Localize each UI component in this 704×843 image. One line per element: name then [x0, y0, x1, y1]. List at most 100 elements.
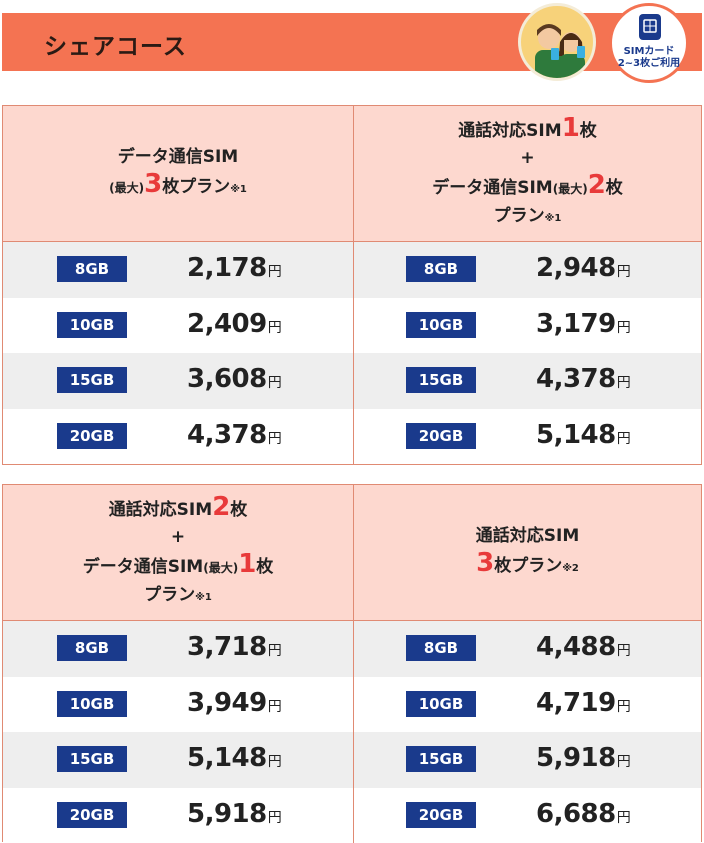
plan-note: ※2 [562, 563, 579, 574]
plan-header-data-3: データ通信SIM (最大)3枚プラン※1 [3, 106, 353, 241]
plan-small-text: (最大) [203, 561, 239, 575]
price: 6,688円 [536, 798, 631, 834]
gb-label: 10GB [406, 311, 476, 338]
column-divider [353, 353, 354, 409]
plan-count: 1 [561, 113, 580, 143]
yen-unit: 円 [616, 375, 631, 391]
yen-unit: 円 [267, 698, 282, 715]
plan-text: 枚 [579, 121, 597, 141]
section-header: シェアコース [2, 13, 702, 71]
price: 5,148円 [536, 419, 631, 455]
price-value: 2,409 [187, 308, 267, 339]
table-row: 8GB 3,718円 8GB 4,488円 [3, 621, 701, 677]
yen-unit: 円 [616, 319, 631, 336]
price-table-1: データ通信SIM (最大)3枚プラン※1 通話対応SIM1枚 + データ通信SI… [2, 105, 702, 465]
plan-header-voice-3: 通話対応SIM 3枚プラン※2 [353, 485, 701, 620]
gb-label: 8GB [57, 635, 127, 661]
yen-unit: 円 [616, 430, 631, 447]
plan-count: 3 [476, 548, 495, 578]
gb-label: 15GB [406, 746, 476, 772]
column-divider [353, 242, 354, 298]
price-value: 3,179 [536, 308, 616, 339]
yen-unit: 円 [267, 264, 282, 280]
table-row: 10GB 3,949円 10GB 4,719円 [3, 676, 701, 732]
table-rows: 8GB 3,718円 8GB 4,488円 10GB 3,949円 10GB 4… [3, 621, 701, 843]
plan-header-voice2-data1: 通話対応SIM2枚 + データ通信SIM(最大)1枚 プラン※1 [3, 485, 353, 620]
price: 3,179円 [536, 308, 631, 344]
price-value: 5,918 [187, 798, 267, 829]
plan-small-text: (最大) [552, 182, 588, 196]
yen-unit: 円 [616, 264, 631, 280]
gb-label: 8GB [406, 635, 476, 661]
plan-small-text: (最大) [109, 181, 145, 195]
gb-label: 20GB [57, 801, 127, 828]
gb-label: 20GB [57, 422, 127, 449]
price-value: 4,378 [536, 364, 616, 394]
gb-label: 15GB [57, 367, 127, 393]
plan-text: プラン [493, 206, 545, 226]
table-row: 20GB 4,378円 20GB 5,148円 [3, 408, 701, 464]
gb-label: 15GB [57, 746, 127, 772]
price-value: 3,949 [187, 687, 267, 718]
column-divider [353, 732, 354, 788]
yen-unit: 円 [267, 430, 282, 447]
plan-line: (最大)3枚プラン※1 [109, 171, 247, 203]
table-head-row: 通話対応SIM2枚 + データ通信SIM(最大)1枚 プラン※1 通話対応SIM… [3, 485, 701, 621]
price-value: 2,178 [187, 253, 267, 283]
column-divider [353, 408, 354, 464]
sim-badge-line1: SIMカード [623, 46, 675, 57]
plan-text: 通話対応SIM [108, 500, 213, 520]
table-head-row: データ通信SIM (最大)3枚プラン※1 通話対応SIM1枚 + データ通信SI… [3, 106, 701, 242]
price: 5,918円 [187, 798, 282, 834]
price-value: 2,948 [536, 253, 616, 283]
gb-label: 20GB [406, 422, 476, 449]
plan-note: ※1 [195, 592, 212, 603]
yen-unit: 円 [616, 698, 631, 715]
price-value: 4,378 [187, 419, 267, 450]
yen-unit: 円 [616, 809, 631, 826]
price: 4,488円 [536, 631, 631, 667]
table-row: 8GB 2,178円 8GB 2,948円 [3, 242, 701, 298]
table-row: 15GB 5,148円 15GB 5,918円 [3, 732, 701, 788]
plan-line: 通話対応SIM [475, 526, 580, 546]
price: 4,378円 [187, 419, 282, 455]
price: 4,378円 [536, 363, 631, 399]
plan-text: プラン [144, 585, 196, 605]
plan-header-voice1-data2: 通話対応SIM1枚 + データ通信SIM(最大)2枚 プラン※1 [353, 106, 701, 241]
price-value: 5,148 [187, 743, 267, 773]
price: 4,719円 [536, 687, 631, 723]
plan-plus: + [520, 148, 535, 168]
plan-note: ※1 [544, 213, 562, 224]
gb-label: 8GB [406, 256, 476, 282]
column-divider [353, 621, 354, 677]
price: 2,178円 [187, 252, 282, 288]
table-rows: 8GB 2,178円 8GB 2,948円 10GB 2,409円 10GB 3… [3, 242, 701, 464]
sim-card-badge: SIMカード 2~3枚ご利用 [609, 3, 689, 83]
plan-text: 枚プラン [162, 177, 231, 197]
gb-label: 10GB [57, 311, 127, 338]
table-row: 10GB 2,409円 10GB 3,179円 [3, 297, 701, 353]
price-value: 4,488 [536, 632, 616, 662]
plan-plus: + [170, 527, 186, 547]
plan-text: 枚 [230, 500, 248, 520]
plan-count: 2 [587, 170, 606, 200]
yen-unit: 円 [267, 319, 282, 336]
yen-unit: 円 [267, 375, 282, 391]
plan-line: 通話対応SIM1枚 [432, 115, 623, 145]
yen-unit: 円 [616, 754, 631, 770]
plan-line: プラン※1 [432, 203, 623, 232]
plan-text: データ通信SIM [82, 557, 204, 577]
price: 3,949円 [187, 687, 282, 723]
users-avatar-icon [518, 3, 596, 81]
yen-unit: 円 [267, 754, 282, 770]
price: 5,148円 [187, 742, 282, 778]
yen-unit: 円 [616, 643, 631, 659]
column-divider [353, 676, 354, 732]
plan-text: 枚 [605, 178, 623, 198]
price-value: 5,148 [536, 419, 616, 450]
table-row: 20GB 5,918円 20GB 6,688円 [3, 787, 701, 843]
price-value: 3,608 [187, 364, 267, 394]
price: 2,948円 [536, 252, 631, 288]
sim-badge-line2: 2~3枚ご利用 [617, 58, 681, 69]
plan-line: 通話対応SIM2枚 [83, 494, 274, 524]
